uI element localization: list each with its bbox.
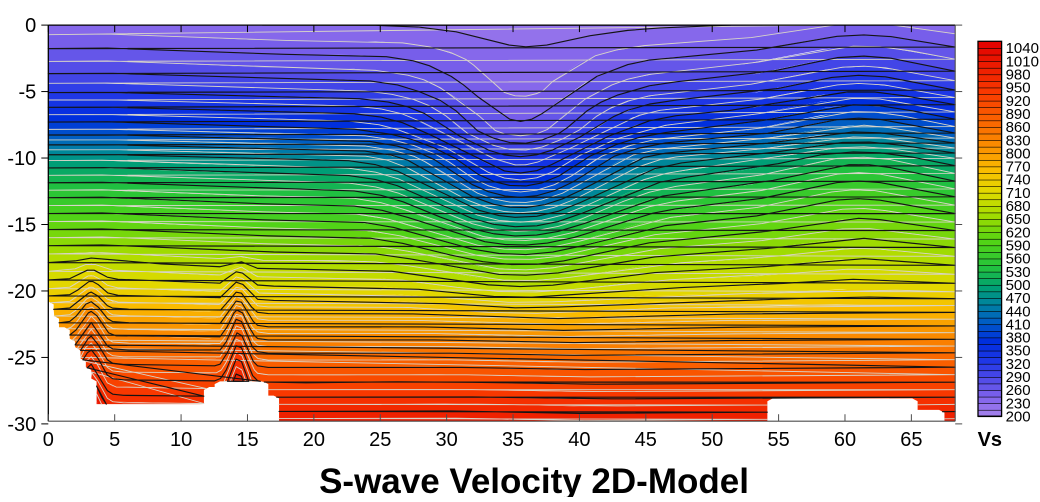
svg-text:30: 30 <box>436 429 458 451</box>
svg-text:25: 25 <box>369 429 391 451</box>
svg-text:-15: -15 <box>7 214 36 236</box>
svg-text:50: 50 <box>701 429 723 451</box>
svg-text:60: 60 <box>834 429 856 451</box>
svg-text:-20: -20 <box>7 281 36 303</box>
svg-text:0: 0 <box>25 15 36 37</box>
svg-text:65: 65 <box>900 429 922 451</box>
svg-text:S-wave Velocity 2D-Model: S-wave Velocity 2D-Model <box>319 462 749 497</box>
svg-text:55: 55 <box>767 429 789 451</box>
svg-text:-30: -30 <box>7 414 36 436</box>
svg-text:20: 20 <box>303 429 325 451</box>
svg-text:35: 35 <box>502 429 524 451</box>
svg-text:15: 15 <box>236 429 258 451</box>
svg-text:10: 10 <box>170 429 192 451</box>
svg-text:-10: -10 <box>7 148 36 170</box>
svg-text:45: 45 <box>635 429 657 451</box>
svg-text:-25: -25 <box>7 347 36 369</box>
svg-text:5: 5 <box>109 429 120 451</box>
svg-text:Vs: Vs <box>978 429 1002 451</box>
svg-text:-5: -5 <box>19 82 37 104</box>
svg-text:0: 0 <box>43 429 54 451</box>
svg-text:1040: 1040 <box>1006 40 1039 57</box>
svg-text:40: 40 <box>568 429 590 451</box>
